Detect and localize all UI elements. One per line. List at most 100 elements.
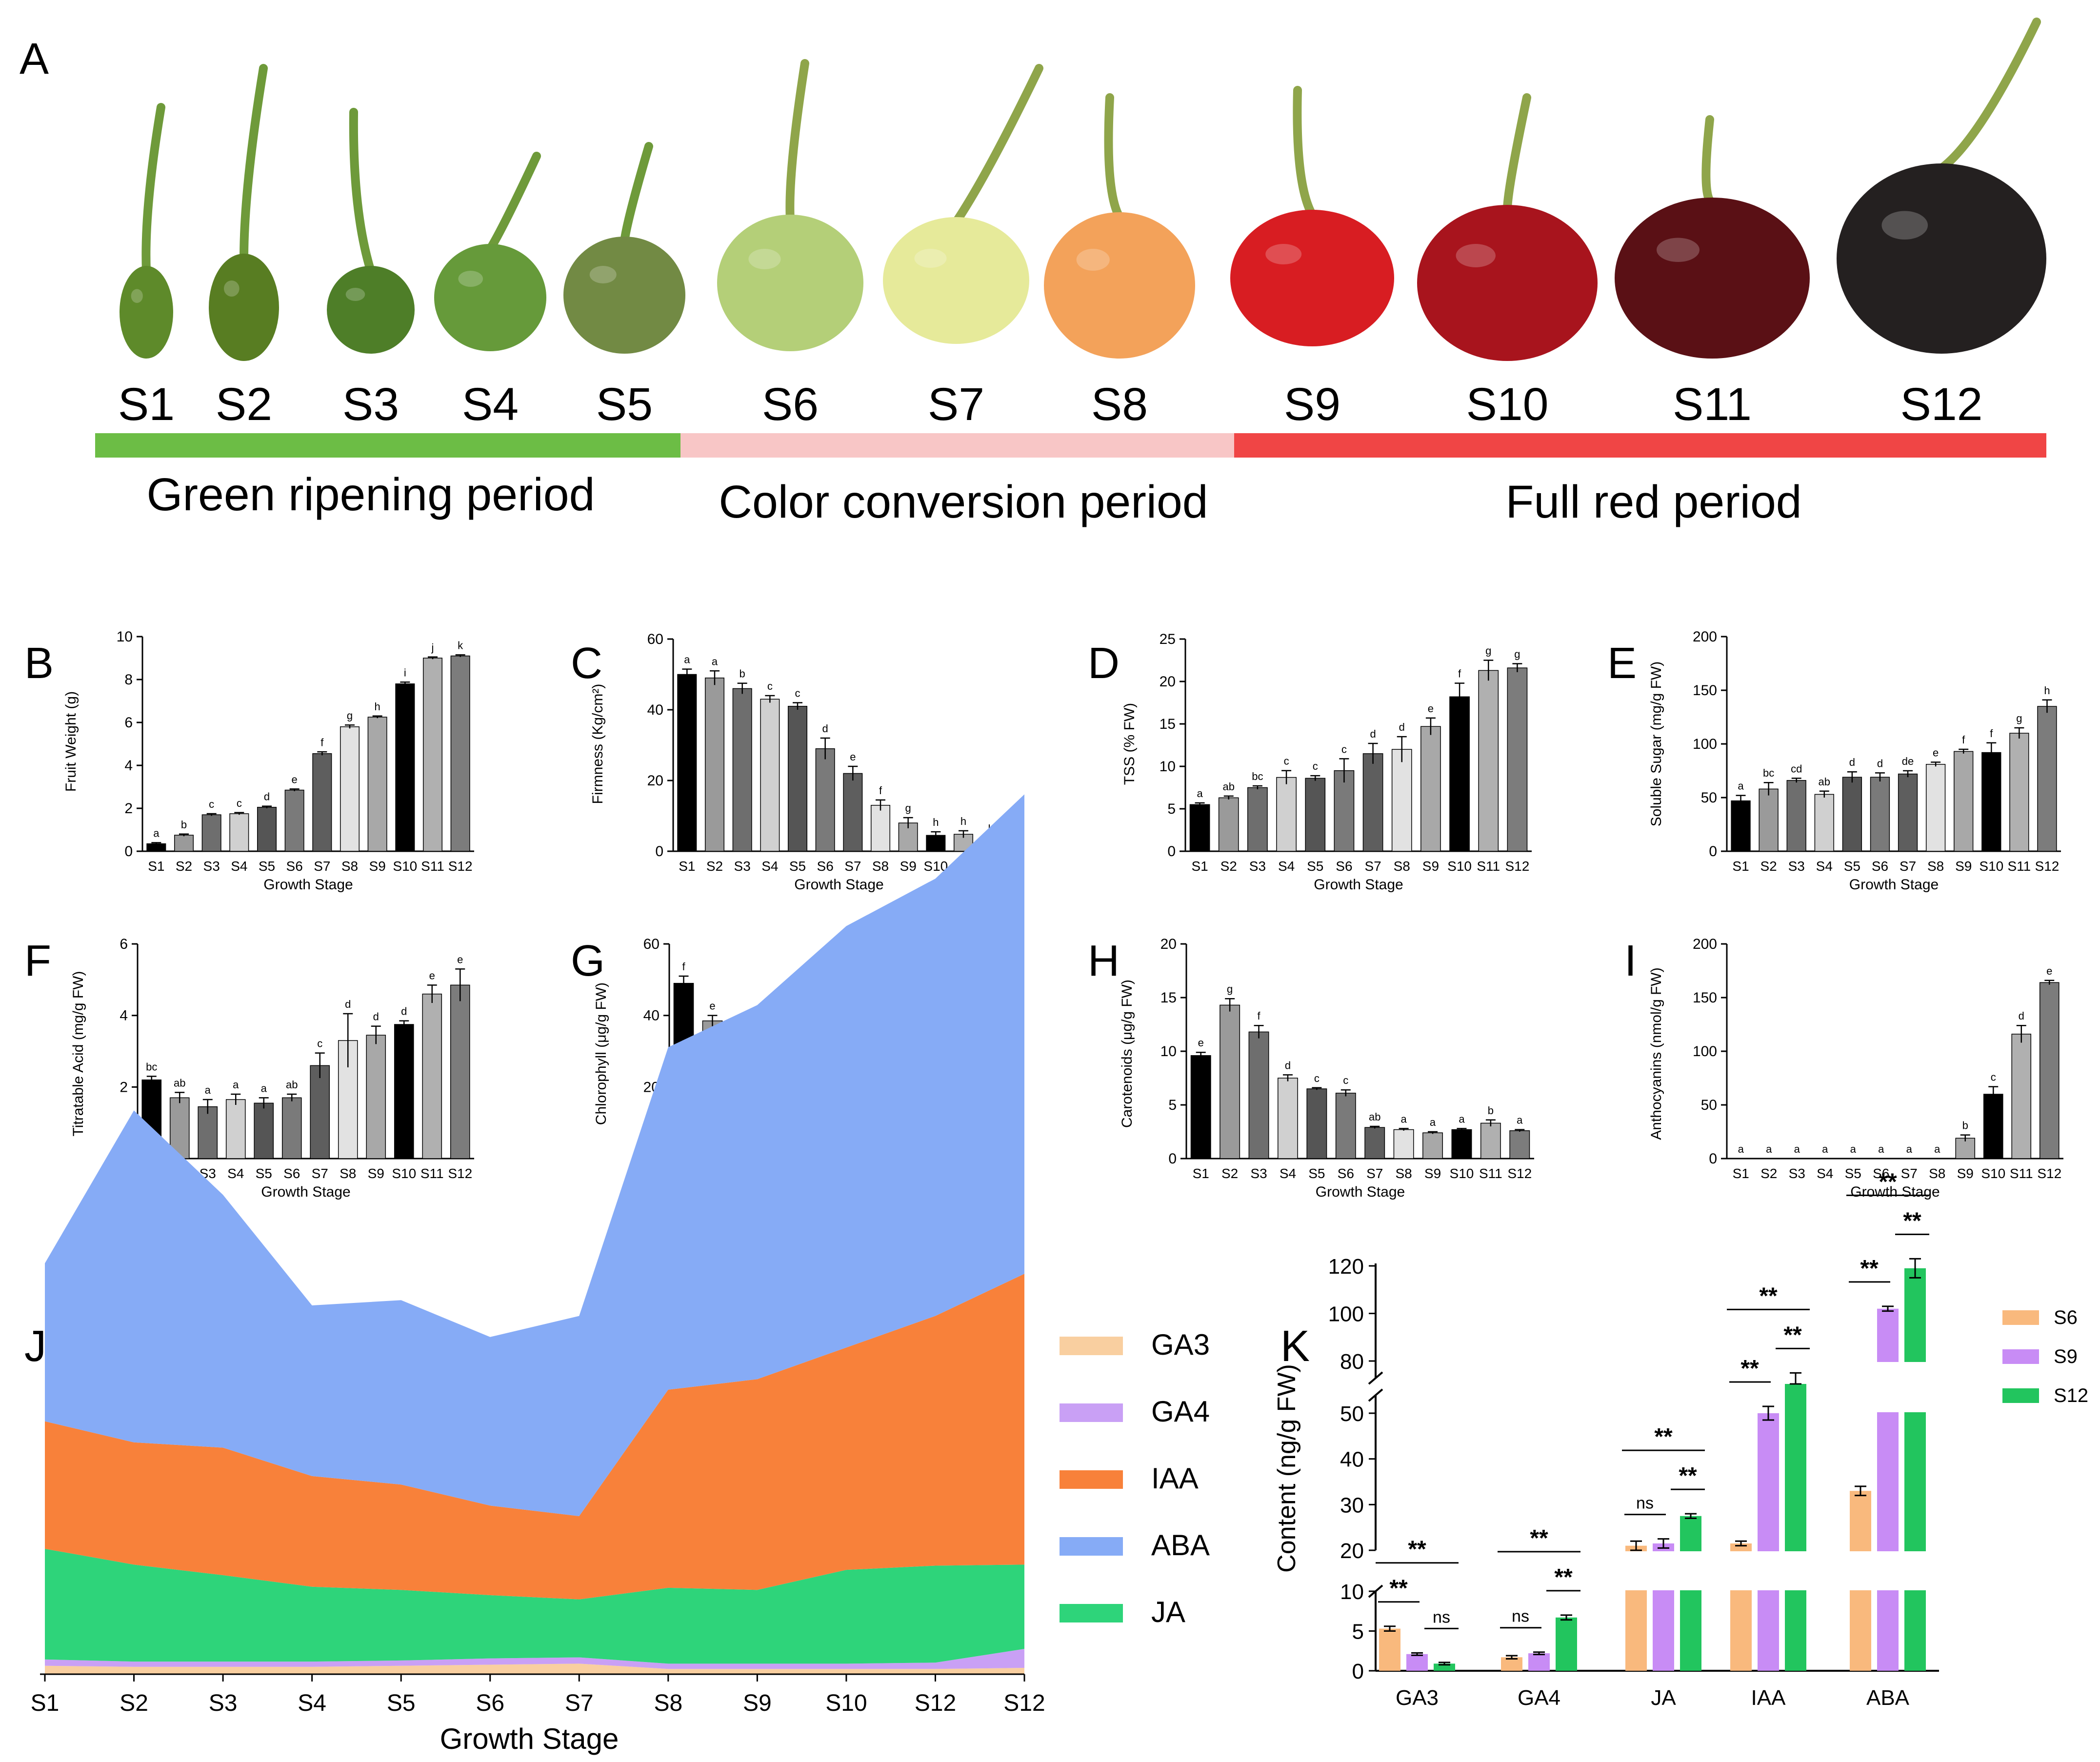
x-tick-label: S1 xyxy=(1193,1166,1209,1181)
significance-letter: a xyxy=(1794,1143,1800,1155)
bar-s5 xyxy=(254,1102,274,1159)
bar-aba-s12 xyxy=(1904,1268,1926,1671)
y-tick-label: 60 xyxy=(647,631,663,647)
x-tick-label: S8 xyxy=(1927,859,1944,874)
x-tick-label: S12 xyxy=(1505,859,1530,874)
period-bar-red xyxy=(1234,433,2046,458)
bar-break-gap xyxy=(1844,1551,1932,1590)
significance-letter: f xyxy=(879,784,882,797)
significance-letter: a xyxy=(153,827,160,839)
significance-letter: a xyxy=(1738,1143,1744,1155)
significance-mark: ** xyxy=(1389,1576,1408,1602)
significance-mark: ** xyxy=(1554,1564,1573,1590)
significance-letter: a xyxy=(1459,1113,1465,1125)
x-tick-label: S5 xyxy=(1844,859,1860,874)
legend-swatch-ja xyxy=(1060,1604,1123,1622)
panel-i-chart: I 0 50 100 150 200 a S1 a S2 a S3 a S4 a S5 a S6 a S7 a S8 b S9… xyxy=(1624,936,2063,1200)
x-axis-title: Growth Stage xyxy=(1316,1184,1405,1200)
bar-s1 xyxy=(1731,800,1751,852)
x-tick-label: S5 xyxy=(387,1690,416,1716)
bar-s12 xyxy=(1509,1130,1530,1159)
significance-mark: ** xyxy=(1860,1256,1879,1281)
significance-letter: f xyxy=(1962,734,1965,746)
significance-letter: e xyxy=(1933,746,1939,759)
bar-break-gap xyxy=(1620,1551,1707,1590)
significance-letter: d xyxy=(1370,728,1376,740)
x-tick-label: S9 xyxy=(1422,859,1439,874)
x-tick-label: S4 xyxy=(1817,1166,1833,1181)
bar-s5 xyxy=(787,706,808,852)
significance-letter: j xyxy=(431,641,434,654)
significance-letter: a xyxy=(1517,1114,1523,1126)
bar-ga3-s9 xyxy=(1406,1654,1428,1671)
x-tick-label: S12 xyxy=(1003,1690,1045,1716)
bar-s5 xyxy=(1842,777,1862,852)
significance-letter: f xyxy=(1458,667,1461,680)
bar-break-gap xyxy=(1724,1551,1812,1590)
x-axis-title: Growth Stage xyxy=(261,1184,350,1200)
x-tick-label: S6 xyxy=(1873,1166,1889,1181)
x-tick-label: S6 xyxy=(1872,859,1888,874)
significance-mark: ** xyxy=(1679,1463,1697,1489)
y-tick-label: 8 xyxy=(124,672,133,688)
significance-letter: a xyxy=(1934,1143,1940,1155)
x-tick-label: S12 xyxy=(448,1166,472,1181)
axis-break-mark xyxy=(1368,1371,1383,1385)
significance-letter: d xyxy=(264,791,270,803)
x-tick-label: S5 xyxy=(1308,1166,1325,1181)
x-tick-label: S12 xyxy=(1507,1166,1532,1181)
y-tick-label: 0 xyxy=(124,843,133,860)
x-tick-label: S11 xyxy=(1479,1166,1502,1181)
significance-letter: d xyxy=(401,1005,407,1018)
panel-letter-k: K xyxy=(1280,1322,1310,1371)
y-tick-label: 20 xyxy=(1160,936,1177,952)
panel-letter-d: D xyxy=(1088,639,1120,688)
significance-mark: ** xyxy=(1783,1322,1802,1348)
bar-s4 xyxy=(225,1099,246,1159)
bar-s8 xyxy=(1393,1129,1414,1159)
bar-ga3-s6 xyxy=(1379,1628,1400,1671)
x-tick-label: GA4 xyxy=(1518,1686,1560,1710)
y-tick-label: 20 xyxy=(647,773,663,789)
significance-letter: g xyxy=(1485,645,1491,657)
legend-swatch-ga3 xyxy=(1060,1337,1123,1355)
x-axis-title: Growth Stage xyxy=(1850,1184,1940,1200)
y-tick-label: 150 xyxy=(1693,990,1717,1006)
y-tick-label: 60 xyxy=(643,936,660,952)
significance-letter: c xyxy=(1341,743,1347,755)
y-tick-label: 25 xyxy=(1160,631,1176,647)
x-tick-label: S12 xyxy=(448,859,473,874)
bar-s2 xyxy=(704,678,725,852)
significance-letter: a xyxy=(1822,1143,1828,1155)
y-tick-label: 15 xyxy=(1160,990,1177,1006)
x-tick-label: S11 xyxy=(421,859,444,874)
stage-label-s7: S7 xyxy=(927,379,985,430)
x-tick-label: S7 xyxy=(1366,1166,1383,1181)
x-tick-label: S8 xyxy=(1929,1166,1945,1181)
bar-s4 xyxy=(1814,794,1834,852)
x-tick-label: S11 xyxy=(2010,1166,2033,1181)
bar-s2 xyxy=(1759,788,1779,852)
stage-label-s4: S4 xyxy=(461,379,519,430)
significance-letter: f xyxy=(1990,727,1993,740)
significance-letter: b xyxy=(1488,1104,1494,1117)
legend-swatch-ga4 xyxy=(1060,1403,1123,1422)
bar-s8 xyxy=(1925,764,1946,852)
x-tick-label: S9 xyxy=(1957,1166,1974,1181)
x-tick-label: S1 xyxy=(1733,1166,1749,1181)
y-tick-label: 0 xyxy=(1352,1660,1364,1683)
x-tick-label: S2 xyxy=(1760,1166,1777,1181)
panel-f-chart: F0246bcS1abS2aS3aS4aS5abS6cS7dS8dS9dS10e… xyxy=(24,936,474,1200)
significance-letter: c xyxy=(1313,760,1318,772)
stage-label-s8: S8 xyxy=(1091,379,1148,430)
x-tick-label: S3 xyxy=(1788,859,1805,874)
significance-letter: g xyxy=(2016,712,2022,724)
significance-letter: f xyxy=(320,736,324,748)
significance-letter: a xyxy=(1197,787,1203,800)
y-tick-label: 0 xyxy=(1709,843,1717,860)
x-tick-label: S4 xyxy=(298,1690,326,1716)
y-tick-label: 4 xyxy=(124,758,133,774)
y-tick-label: 150 xyxy=(1693,682,1717,699)
significance-letter: d xyxy=(1877,757,1883,769)
panel-letter-e: E xyxy=(1607,639,1637,688)
